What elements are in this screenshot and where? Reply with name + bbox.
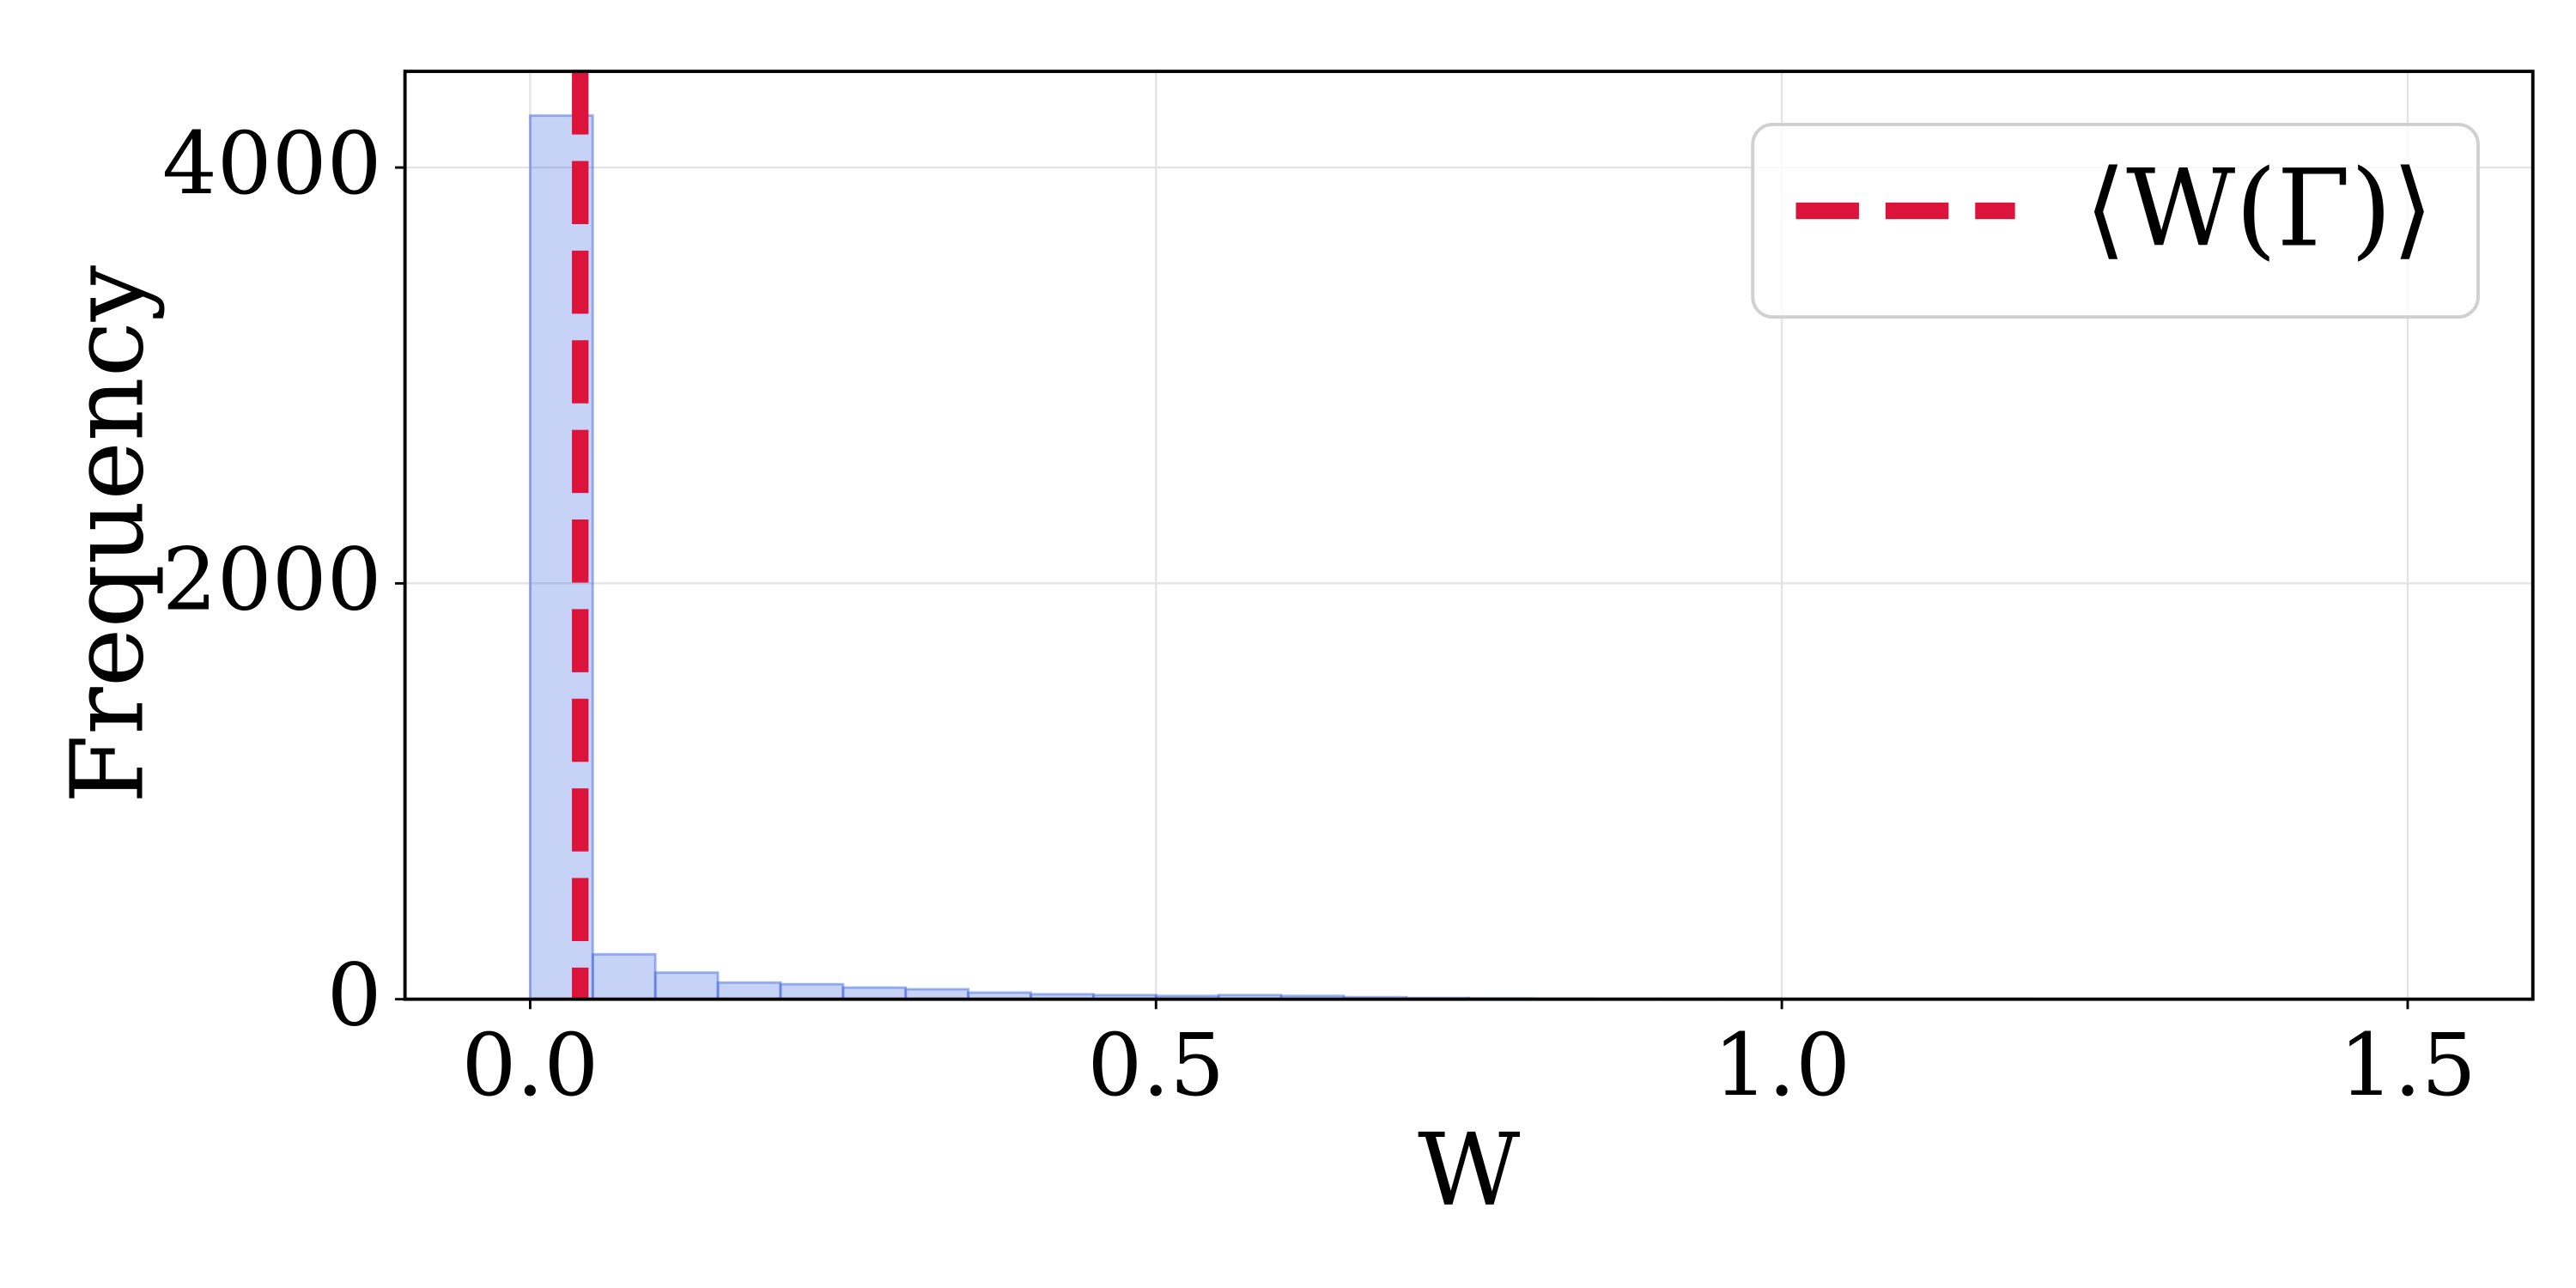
bar	[591, 952, 657, 1001]
x-tick-label: 0.5	[1087, 1015, 1224, 1115]
bar	[841, 986, 908, 1001]
bar	[653, 971, 720, 1001]
x-tick-label: 1.0	[1713, 1015, 1850, 1115]
y-tick-label: 0	[327, 945, 382, 1046]
legend-box	[1751, 123, 2480, 319]
y-axis-label: Frequency	[50, 264, 166, 804]
x-tick-label: 0.0	[461, 1015, 598, 1115]
y-tick-label: 2000	[162, 529, 382, 629]
x-tick-label: 1.5	[2339, 1015, 2476, 1115]
y-tick-label: 4000	[162, 113, 382, 214]
x-axis-label: W	[1418, 1112, 1520, 1228]
bar	[716, 981, 782, 1001]
bar	[779, 982, 845, 1001]
legend-label: ⟨W(Γ)⟩	[2085, 147, 2433, 270]
plot-frame	[403, 70, 2535, 1001]
